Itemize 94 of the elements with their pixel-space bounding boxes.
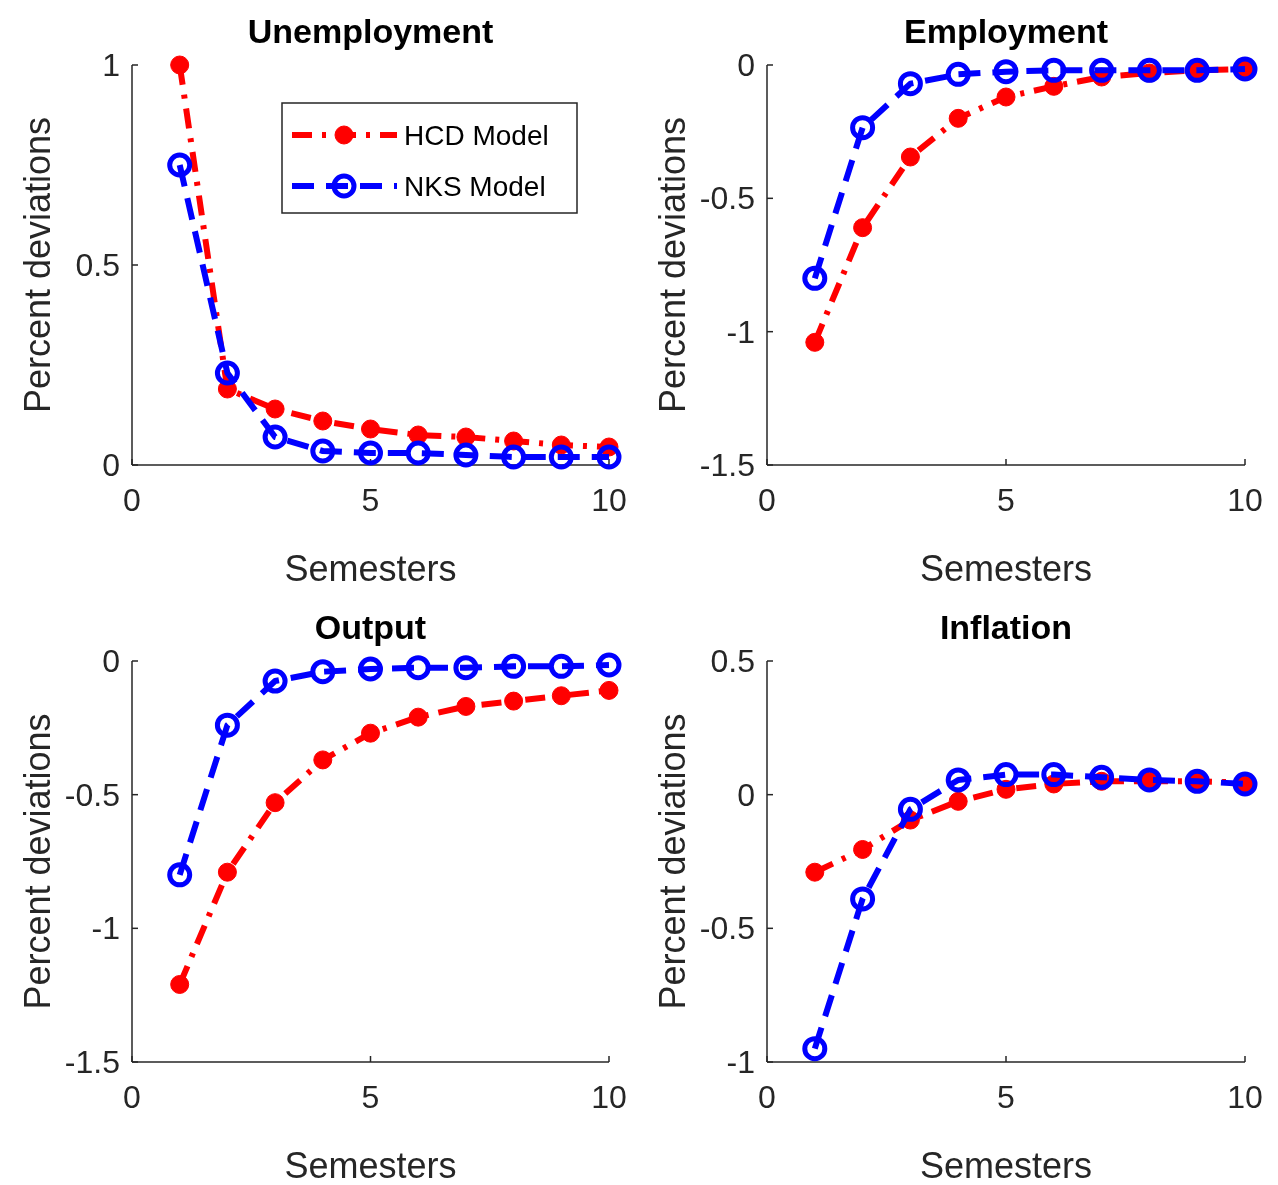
point <box>265 399 285 419</box>
point <box>262 424 288 450</box>
x-tick-label: 5 <box>997 482 1015 518</box>
point <box>361 723 380 743</box>
point <box>1136 57 1162 83</box>
point <box>501 444 527 470</box>
y-tick-label: -0.5 <box>699 910 755 947</box>
point <box>853 218 873 238</box>
point <box>948 108 968 128</box>
point <box>1089 764 1115 790</box>
point <box>993 59 1019 85</box>
point <box>453 442 479 468</box>
point <box>408 707 428 727</box>
legend-label: HCD Model <box>404 120 549 151</box>
y-tick-label: 1 <box>102 47 120 83</box>
point <box>214 360 240 386</box>
point <box>548 653 574 679</box>
point <box>214 712 240 738</box>
point <box>313 750 333 770</box>
point <box>405 440 431 466</box>
y-axis-title: Percent deviations <box>17 713 58 1010</box>
point <box>897 71 923 97</box>
point <box>1041 762 1067 788</box>
point <box>897 796 923 822</box>
x-tick-label: 5 <box>361 1079 380 1115</box>
y-axis-title: Percent deviations <box>652 713 693 1010</box>
x-axis-title: Semesters <box>284 548 457 589</box>
y-tick-label: -1.5 <box>64 1044 120 1080</box>
x-tick-label: 5 <box>997 1079 1015 1115</box>
point <box>456 696 476 716</box>
y-tick-label: -1 <box>91 910 120 947</box>
point <box>313 411 333 431</box>
point <box>599 680 619 700</box>
point <box>993 762 1019 788</box>
y-axis-title: Percent deviations <box>17 116 58 414</box>
point <box>802 265 828 291</box>
chart-title: Employment <box>903 12 1109 50</box>
point <box>170 974 190 994</box>
point <box>945 767 971 793</box>
point <box>167 152 193 178</box>
y-tick-label: -0.5 <box>64 776 120 813</box>
point <box>361 419 380 439</box>
point <box>948 791 968 811</box>
point <box>262 668 288 694</box>
y-tick-label: -1.5 <box>699 447 755 483</box>
x-axis-title: Semesters <box>919 548 1093 589</box>
point <box>217 862 237 882</box>
point <box>265 793 285 813</box>
point <box>850 115 876 141</box>
point <box>310 659 336 685</box>
y-tick-label: -1 <box>726 1044 755 1080</box>
point <box>548 444 574 470</box>
x-axis-title: Semesters <box>919 1145 1093 1185</box>
point <box>1041 57 1067 83</box>
legend-label: NKS Model <box>404 171 546 202</box>
point <box>501 653 527 679</box>
point <box>853 839 873 859</box>
y-tick-label: 0 <box>737 776 755 813</box>
chart-title: Output <box>314 608 427 646</box>
y-tick-label: 0.5 <box>75 247 120 283</box>
point <box>310 438 336 464</box>
point <box>453 655 479 681</box>
point <box>900 147 920 167</box>
x-tick-label: 10 <box>591 1079 627 1115</box>
point <box>170 55 190 75</box>
y-tick-label: 0 <box>102 643 120 679</box>
y-tick-label: -0.5 <box>699 180 755 217</box>
point <box>358 440 383 466</box>
point <box>850 886 876 912</box>
y-axis-title: Percent deviations <box>652 116 693 414</box>
y-tick-label: 0 <box>737 47 755 83</box>
point <box>167 862 193 888</box>
y-tick-label: -1 <box>726 313 755 350</box>
point <box>945 61 971 87</box>
point <box>596 652 622 678</box>
point <box>596 444 622 470</box>
x-tick-label: 10 <box>1227 1079 1263 1115</box>
x-axis-title: Semesters <box>284 1145 457 1185</box>
y-tick-label: 0.5 <box>710 643 755 679</box>
point <box>996 87 1016 107</box>
point <box>805 332 825 352</box>
point <box>358 656 383 682</box>
point <box>551 686 571 706</box>
chart-title: Inflation <box>939 608 1073 646</box>
point <box>805 862 825 882</box>
x-tick-label: 10 <box>1227 482 1263 518</box>
chart-title: Unemployment <box>247 12 494 50</box>
y-tick-label: 0 <box>102 447 120 483</box>
x-tick-label: 5 <box>361 482 380 518</box>
point <box>504 691 524 711</box>
point <box>405 655 431 681</box>
point <box>1089 57 1115 83</box>
point <box>802 1036 828 1062</box>
x-tick-label: 10 <box>591 482 627 518</box>
